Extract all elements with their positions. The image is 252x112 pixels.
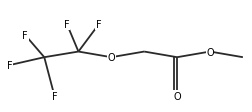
Text: F: F xyxy=(22,31,28,41)
Text: F: F xyxy=(7,61,12,70)
Text: F: F xyxy=(64,20,70,30)
Text: F: F xyxy=(51,91,57,101)
Text: O: O xyxy=(205,47,213,57)
Text: F: F xyxy=(96,20,101,30)
Text: O: O xyxy=(107,53,115,63)
Text: O: O xyxy=(173,91,180,101)
